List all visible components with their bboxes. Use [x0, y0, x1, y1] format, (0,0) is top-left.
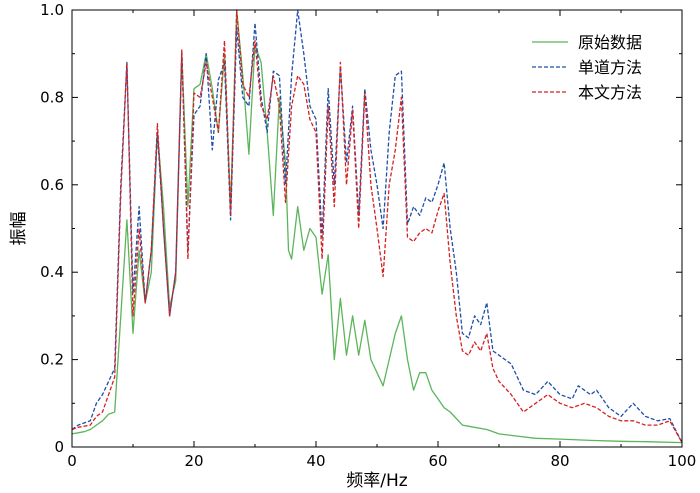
- legend-label-2: 单道方法: [578, 58, 642, 77]
- x-axis-label: 频率/Hz: [346, 471, 408, 491]
- legend-label-1: 原始数据: [578, 33, 642, 52]
- series-line-3: [71, 9, 683, 443]
- y-tick-label: 0.4: [40, 263, 64, 281]
- legend-label-3: 本文方法: [578, 83, 642, 102]
- series-layer: [71, 9, 683, 444]
- y-tick-label: 0.2: [40, 351, 64, 369]
- x-tick-label: 100: [668, 452, 697, 470]
- y-tick-label: 0.6: [40, 176, 64, 194]
- x-tick-label: 60: [428, 452, 447, 470]
- x-tick-label: 40: [306, 452, 325, 470]
- y-tick-label: 0: [54, 438, 64, 456]
- x-tick-label: 0: [67, 452, 77, 470]
- ticks-layer: 0 20 40 60 80 100 0 0.2 0.4 0.6 0.8 1.0: [40, 1, 696, 470]
- y-axis-label: 振幅: [9, 212, 29, 246]
- y-tick-label: 0.8: [40, 88, 64, 106]
- series-line-1: [71, 9, 683, 444]
- x-tick-label: 80: [550, 452, 569, 470]
- y-tick-label: 1.0: [40, 1, 64, 19]
- x-tick-label: 20: [184, 452, 203, 470]
